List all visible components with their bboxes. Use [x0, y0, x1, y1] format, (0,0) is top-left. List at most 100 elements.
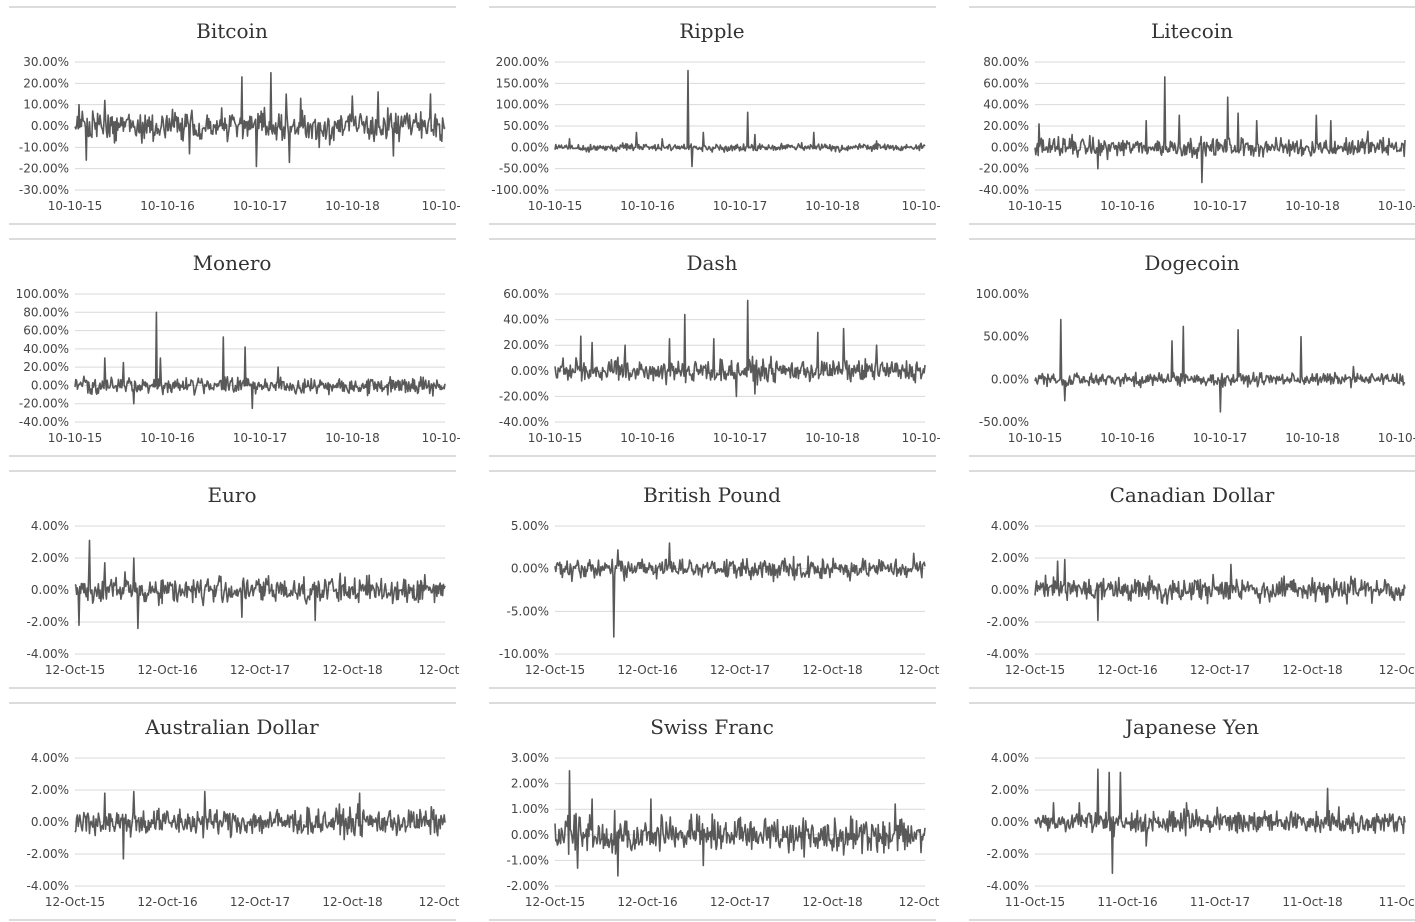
- x-tick-label: 10-10-18: [325, 199, 379, 213]
- x-tick-label: 12-Oct-1: [899, 663, 940, 677]
- y-tick-label: -4.00%: [987, 647, 1029, 661]
- chart-title: Euro: [207, 483, 256, 507]
- chart-panel: Dogecoin 100.00% 50.00% 0.00% -50.00% 10-10-1…: [965, 232, 1415, 458]
- chart-svg: Litecoin 80.00% 60.00% 40.00% 20.00% 0.00% -20…: [969, 6, 1415, 225]
- x-tick-label: 12-Oct-15: [45, 895, 105, 909]
- y-tick-label: 0.00%: [511, 364, 549, 378]
- series-line: [1034, 318, 1406, 413]
- y-tick-label: 1.00%: [511, 802, 549, 816]
- x-tick-label: 12-Oct-15: [525, 663, 585, 677]
- x-tick-label: 10-10-16: [1100, 199, 1154, 213]
- y-tick-label: -40.00%: [499, 415, 549, 429]
- chart-panel: Japanese Yen 4.00% 2.00% 0.00% -2.00% -4.00% 1…: [965, 696, 1415, 922]
- series-line: [1034, 558, 1406, 622]
- x-tick-label: 10-10-16: [620, 199, 674, 213]
- y-tick-label: -2.00%: [987, 615, 1029, 629]
- y-tick-label: 40.00%: [23, 342, 69, 356]
- x-tick-label: 12-Oct-18: [802, 895, 862, 909]
- chart-panel: Euro 4.00% 2.00% 0.00% -2.00% -4.00% 12-Oct-15…: [5, 464, 460, 690]
- y-tick-label: 40.00%: [503, 313, 549, 327]
- chart-svg: Australian Dollar 4.00% 2.00% 0.00% -2.00% -4…: [9, 702, 460, 921]
- x-tick-label: 10-10-18: [325, 431, 379, 445]
- y-tick-label: 30.00%: [23, 55, 69, 69]
- series-line: [1034, 76, 1406, 184]
- chart-svg: Euro 4.00% 2.00% 0.00% -2.00% -4.00% 12-Oct-15…: [9, 470, 460, 689]
- x-tick-label: 10-10-17: [713, 199, 767, 213]
- y-tick-label: -1.00%: [507, 853, 549, 867]
- chart-title: Japanese Yen: [1123, 715, 1259, 739]
- chart-title: Dash: [686, 251, 737, 275]
- chart-title: Monero: [193, 251, 272, 275]
- y-tick-label: 0.00%: [31, 815, 69, 829]
- y-tick-label: 4.00%: [31, 519, 69, 533]
- y-tick-label: 2.00%: [31, 551, 69, 565]
- y-tick-label: -4.00%: [27, 879, 69, 893]
- y-tick-label: 0.00%: [511, 562, 549, 576]
- y-tick-label: -40.00%: [19, 415, 69, 429]
- chart-title: Swiss Franc: [650, 715, 774, 739]
- x-tick-label: 10-10-1: [422, 431, 460, 445]
- y-tick-label: 4.00%: [991, 519, 1029, 533]
- chart-panel: Swiss Franc 3.00% 2.00% 1.00% 0.00% -1.00% -2.…: [485, 696, 940, 922]
- x-tick-label: 12-Oct-15: [525, 895, 585, 909]
- x-tick-label: 12-Oct-17: [710, 663, 770, 677]
- chart-svg: Canadian Dollar 4.00% 2.00% 0.00% -2.00% -4.0…: [969, 470, 1415, 689]
- series-line: [74, 539, 446, 630]
- y-tick-label: 0.00%: [991, 583, 1029, 597]
- chart-panel: Ripple 200.00% 150.00% 100.00% 50.00% 0.00% -5…: [485, 0, 940, 226]
- y-tick-label: 20.00%: [983, 119, 1029, 133]
- chart-title: Dogecoin: [1144, 251, 1239, 275]
- x-tick-label: 10-10-17: [233, 199, 287, 213]
- y-tick-label: 2.00%: [991, 551, 1029, 565]
- y-tick-label: 0.00%: [511, 828, 549, 842]
- y-tick-label: 0.00%: [31, 378, 69, 392]
- y-tick-label: -10.00%: [499, 647, 549, 661]
- y-tick-label: 2.00%: [31, 783, 69, 797]
- y-tick-label: -50.00%: [499, 162, 549, 176]
- chart-svg: Ripple 200.00% 150.00% 100.00% 50.00% 0.00% -5…: [489, 6, 940, 225]
- y-tick-label: 60.00%: [23, 324, 69, 338]
- x-tick-label: 10-10-1: [422, 199, 460, 213]
- y-tick-label: 20.00%: [23, 360, 69, 374]
- chart-svg: Dash 60.00% 40.00% 20.00% 0.00% -20.00% -40.00…: [489, 238, 940, 457]
- x-tick-label: 10-10-15: [48, 199, 102, 213]
- x-tick-label: 12-Oct-16: [1097, 663, 1157, 677]
- series-line: [554, 770, 926, 877]
- chart-panel: Litecoin 80.00% 60.00% 40.00% 20.00% 0.00% -20…: [965, 0, 1415, 226]
- y-tick-label: 0.00%: [31, 583, 69, 597]
- chart-title: Canadian Dollar: [1110, 483, 1275, 507]
- chart-title: Ripple: [679, 19, 744, 43]
- y-tick-label: -10.00%: [19, 140, 69, 154]
- x-tick-label: 10-10-16: [140, 431, 194, 445]
- chart-svg: Dogecoin 100.00% 50.00% 0.00% -50.00% 10-10-1…: [969, 238, 1415, 457]
- chart-title: Litecoin: [1151, 19, 1233, 43]
- x-tick-label: 10-10-18: [1285, 199, 1339, 213]
- x-tick-label: 10-10-19: [1378, 431, 1415, 445]
- x-tick-label: 10-10-16: [620, 431, 674, 445]
- y-tick-label: 2.00%: [511, 777, 549, 791]
- y-tick-label: 40.00%: [983, 98, 1029, 112]
- chart-svg: Japanese Yen 4.00% 2.00% 0.00% -2.00% -4.00% 1…: [969, 702, 1415, 921]
- y-tick-label: 4.00%: [31, 751, 69, 765]
- y-tick-label: -100.00%: [491, 183, 549, 197]
- chart-title: Bitcoin: [196, 19, 268, 43]
- y-tick-label: 50.00%: [983, 330, 1029, 344]
- y-tick-label: -2.00%: [27, 615, 69, 629]
- y-tick-label: -20.00%: [19, 397, 69, 411]
- y-tick-label: 3.00%: [511, 751, 549, 765]
- y-tick-label: 0.00%: [991, 372, 1029, 386]
- series-line: [74, 71, 446, 168]
- x-tick-label: 10-10-17: [713, 431, 767, 445]
- chart-svg: Monero 100.00% 80.00% 60.00% 40.00% 20.00% 0.0…: [9, 238, 460, 457]
- chart-panel: Canadian Dollar 4.00% 2.00% 0.00% -2.00% -4.0…: [965, 464, 1415, 690]
- x-tick-label: 12-Oct-18: [1282, 663, 1342, 677]
- chart-svg: British Pound 5.00% 0.00% -5.00% -10.00% 12-O…: [489, 470, 940, 689]
- y-tick-label: 150.00%: [496, 76, 549, 90]
- series-line: [74, 790, 446, 860]
- x-tick-label: 10-10-17: [233, 431, 287, 445]
- y-tick-label: 100.00%: [976, 287, 1029, 301]
- x-tick-label: 11-Oct-18: [1282, 895, 1342, 909]
- x-tick-label: 12-Oct-1: [1379, 663, 1415, 677]
- chart-panel: Dash 60.00% 40.00% 20.00% 0.00% -20.00% -40.00…: [485, 232, 940, 458]
- y-tick-label: -5.00%: [507, 604, 549, 618]
